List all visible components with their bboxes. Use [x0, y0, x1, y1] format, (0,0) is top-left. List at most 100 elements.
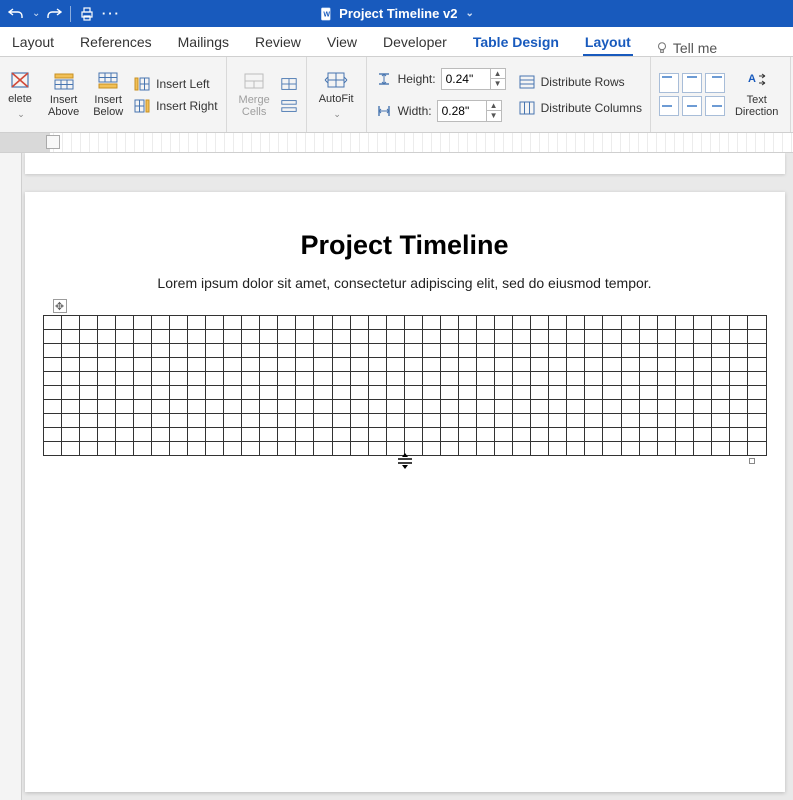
table-row[interactable] [43, 344, 766, 358]
table-cell[interactable] [657, 414, 675, 428]
table-cell[interactable] [675, 330, 693, 344]
table-cell[interactable] [242, 330, 260, 344]
table-cell[interactable] [477, 344, 495, 358]
table-cell[interactable] [585, 414, 603, 428]
table-cell[interactable] [567, 428, 585, 442]
qat-more-button[interactable]: ··· [101, 4, 121, 24]
table-cell[interactable] [350, 316, 368, 330]
table-cell[interactable] [278, 358, 296, 372]
table-cell[interactable] [404, 428, 422, 442]
table-cell[interactable] [585, 316, 603, 330]
table-cell[interactable] [531, 428, 549, 442]
document-subtitle[interactable]: Lorem ipsum dolor sit amet, consectetur … [43, 275, 767, 291]
table-cell[interactable] [422, 372, 440, 386]
table-cell[interactable] [404, 316, 422, 330]
table-cell[interactable] [350, 344, 368, 358]
table-row[interactable] [43, 372, 766, 386]
table-cell[interactable] [169, 344, 187, 358]
table-cell[interactable] [115, 344, 133, 358]
table-cell[interactable] [621, 344, 639, 358]
table-cell[interactable] [422, 358, 440, 372]
table-cell[interactable] [97, 386, 115, 400]
table-row[interactable] [43, 330, 766, 344]
document-title-area[interactable]: W Project Timeline v2 ⌄ [319, 6, 474, 21]
tab-selector[interactable] [46, 135, 60, 149]
table-cell[interactable] [79, 428, 97, 442]
table-cell[interactable] [747, 344, 766, 358]
table-row[interactable] [43, 428, 766, 442]
table-cell[interactable] [639, 386, 657, 400]
table-cell[interactable] [404, 344, 422, 358]
table-cell[interactable] [206, 344, 224, 358]
table-cell[interactable] [495, 344, 513, 358]
table-cell[interactable] [549, 414, 567, 428]
table-cell[interactable] [585, 442, 603, 456]
table-cell[interactable] [133, 358, 151, 372]
table-cell[interactable] [657, 442, 675, 456]
align-mid-right[interactable] [705, 96, 725, 116]
table-cell[interactable] [260, 344, 278, 358]
document-page[interactable]: Project Timeline Lorem ipsum dolor sit a… [25, 192, 785, 792]
table-cell[interactable] [242, 414, 260, 428]
table-cell[interactable] [549, 344, 567, 358]
table-cell[interactable] [440, 316, 458, 330]
table-cell[interactable] [603, 442, 621, 456]
table-cell[interactable] [603, 414, 621, 428]
table-cell[interactable] [278, 428, 296, 442]
table-cell[interactable] [61, 372, 79, 386]
table-cell[interactable] [188, 414, 206, 428]
table-cell[interactable] [332, 442, 350, 456]
table-cell[interactable] [43, 414, 61, 428]
table-cell[interactable] [513, 428, 531, 442]
table-cell[interactable] [332, 400, 350, 414]
table-cell[interactable] [151, 428, 169, 442]
table-cell[interactable] [61, 386, 79, 400]
table-cell[interactable] [314, 400, 332, 414]
table-cell[interactable] [224, 330, 242, 344]
table-cell[interactable] [639, 428, 657, 442]
table-cell[interactable] [332, 316, 350, 330]
table-cell[interactable] [368, 400, 386, 414]
table-cell[interactable] [513, 358, 531, 372]
table-cell[interactable] [513, 330, 531, 344]
table-cell[interactable] [296, 330, 314, 344]
table-cell[interactable] [188, 442, 206, 456]
table-cell[interactable] [350, 442, 368, 456]
table-cell[interactable] [657, 386, 675, 400]
table-cell[interactable] [278, 400, 296, 414]
table-row[interactable] [43, 400, 766, 414]
table-cell[interactable] [693, 372, 711, 386]
distribute-columns-button[interactable]: Distribute Columns [518, 100, 642, 116]
table-cell[interactable] [224, 428, 242, 442]
table-cell[interactable] [513, 386, 531, 400]
table-cell[interactable] [206, 372, 224, 386]
table-cell[interactable] [531, 442, 549, 456]
table-cell[interactable] [314, 414, 332, 428]
table-cell[interactable] [729, 358, 747, 372]
tab-view[interactable]: View [325, 29, 359, 56]
height-up[interactable]: ▲ [491, 69, 505, 79]
table-cell[interactable] [133, 386, 151, 400]
table-cell[interactable] [675, 414, 693, 428]
table-cell[interactable] [603, 316, 621, 330]
table-cell[interactable] [314, 358, 332, 372]
table-cell[interactable] [278, 372, 296, 386]
table-row[interactable] [43, 358, 766, 372]
table-cell[interactable] [61, 414, 79, 428]
autofit-button[interactable]: AutoFit ⌄ [315, 67, 358, 122]
table-resize-handle[interactable] [749, 458, 755, 464]
distribute-rows-button[interactable]: Distribute Rows [518, 74, 642, 90]
table-cell[interactable] [314, 386, 332, 400]
table-cell[interactable] [477, 330, 495, 344]
table-cell[interactable] [603, 386, 621, 400]
table-cell[interactable] [477, 372, 495, 386]
table-cell[interactable] [711, 344, 729, 358]
table-cell[interactable] [151, 442, 169, 456]
insert-left-button[interactable]: Insert Left [133, 76, 217, 92]
table-cell[interactable] [639, 442, 657, 456]
table-cell[interactable] [368, 414, 386, 428]
table-cell[interactable] [422, 428, 440, 442]
table-cell[interactable] [567, 344, 585, 358]
table-cell[interactable] [206, 414, 224, 428]
table-cell[interactable] [151, 400, 169, 414]
